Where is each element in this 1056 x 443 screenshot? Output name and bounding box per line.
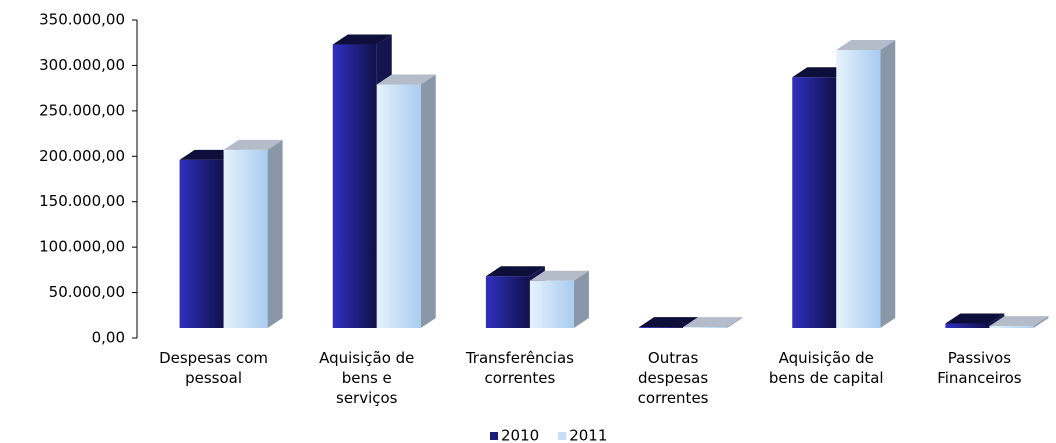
- bar-face: [792, 77, 837, 328]
- y-tick-label: 50.000,00: [49, 283, 125, 301]
- bar-face: [179, 159, 224, 328]
- bar: [836, 39, 896, 328]
- bar-face: [529, 270, 589, 281]
- bar: [529, 270, 589, 328]
- y-tick-label: 350.000,00: [39, 11, 125, 29]
- bar-face: [945, 313, 1005, 324]
- bar-face: [836, 39, 896, 50]
- bar-face: [485, 266, 545, 277]
- bar-face: [376, 74, 436, 85]
- y-tick-label: 300.000,00: [39, 56, 125, 74]
- bar-face: [836, 49, 881, 328]
- x-tick-label: Aquisição de bens de capital: [769, 349, 884, 387]
- bar-face: [332, 44, 377, 328]
- bar-face: [989, 316, 1049, 327]
- bar-face: [639, 327, 684, 328]
- x-tick-label: Transferências correntes: [465, 349, 574, 387]
- bar-face: [485, 276, 530, 328]
- bar-face: [529, 280, 574, 328]
- bar-face: [880, 39, 896, 328]
- bar-face: [267, 139, 283, 328]
- bar-face: [989, 326, 1034, 328]
- legend-swatch: [558, 432, 567, 440]
- y-tick-label: 0,00: [92, 329, 125, 347]
- y-tick-label: 250.000,00: [39, 101, 125, 119]
- legend-label: 2011: [569, 427, 607, 443]
- x-tick-label: Passivos Financeiros: [937, 349, 1022, 387]
- bar-face: [683, 327, 728, 328]
- bar-face: [573, 270, 589, 328]
- bar: [683, 317, 743, 328]
- bar-face: [945, 323, 990, 328]
- bar: [376, 74, 436, 328]
- y-tick-label: 150.000,00: [39, 192, 125, 210]
- bar-face: [727, 317, 743, 328]
- bar-face: [683, 317, 743, 328]
- bar-face: [376, 84, 421, 328]
- y-tick-label: 100.000,00: [39, 238, 125, 256]
- legend-swatch: [490, 432, 498, 440]
- bar-face: [223, 149, 268, 328]
- legend-label: 2010: [501, 427, 539, 443]
- bar-face: [332, 34, 392, 45]
- bar: [223, 139, 283, 328]
- bar-face: [1033, 316, 1049, 328]
- x-tick-label: Aquisição de bens e serviços: [319, 349, 414, 407]
- bar-face: [223, 139, 283, 150]
- y-tick-label: 200.000,00: [39, 147, 125, 165]
- bar-face: [639, 317, 699, 328]
- x-tick-label: Outras despesas correntes: [638, 349, 709, 407]
- bar-face: [420, 74, 436, 328]
- x-tick-label: Despesas com pessoal: [159, 349, 268, 387]
- bar: [989, 316, 1049, 328]
